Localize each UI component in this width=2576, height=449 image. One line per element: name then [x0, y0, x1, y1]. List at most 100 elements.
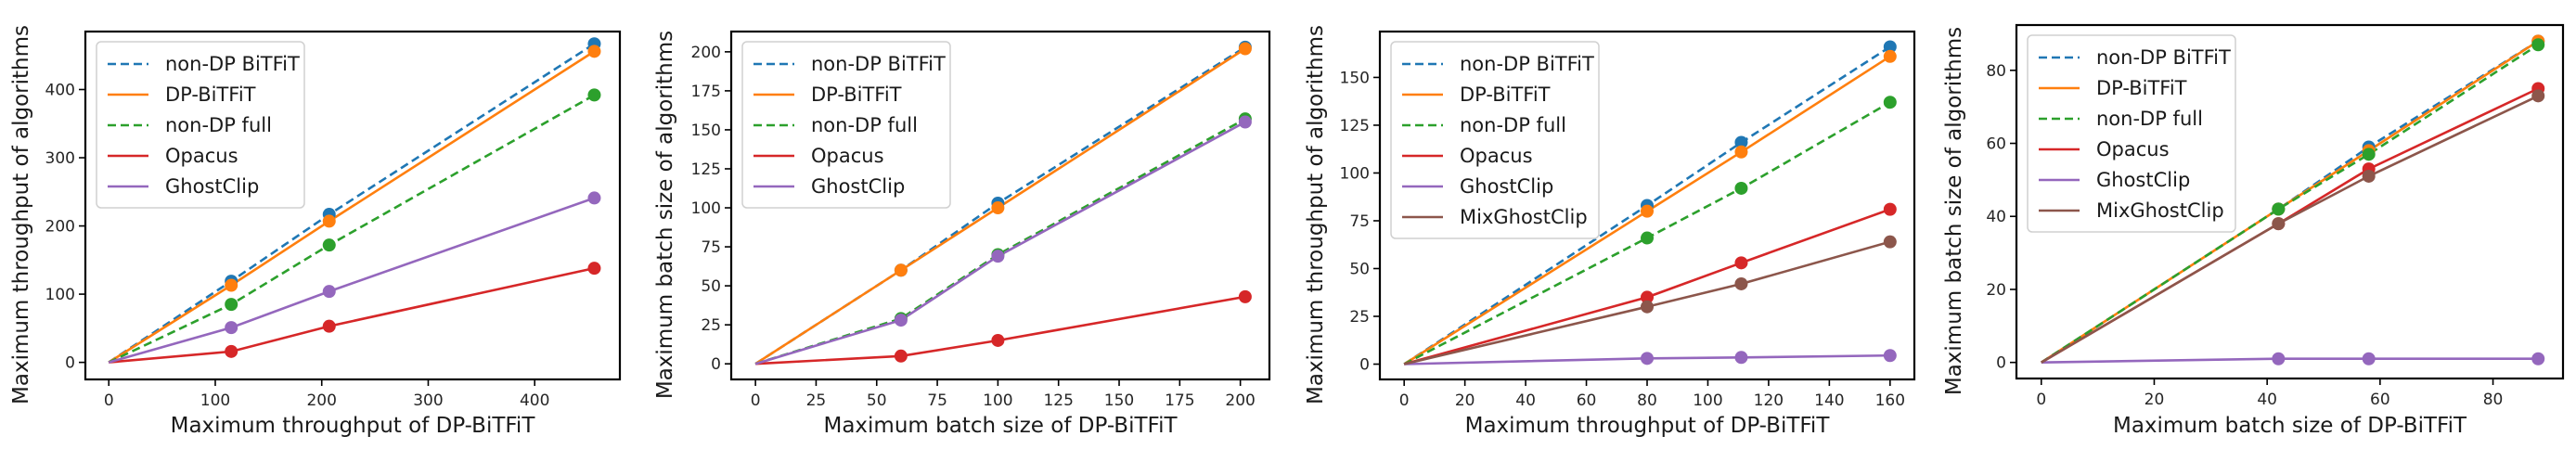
- y-tick-label: 80: [1986, 62, 2006, 81]
- x-tick-label: 200: [1225, 391, 1255, 410]
- data-point-ghostclip: [1641, 352, 1654, 366]
- data-point-dp-bitfit: [894, 263, 908, 277]
- data-point-opacus: [894, 349, 908, 363]
- y-tick-label: 75: [1349, 212, 1370, 231]
- legend-entry-label: GhostClip: [165, 175, 259, 198]
- series-line-dp-bitfit: [108, 50, 596, 364]
- legend-entry-label: DP-BiTFiT: [165, 83, 256, 106]
- data-point-ghostclip: [2531, 352, 2545, 366]
- legend-entry-label: non-DP BiTFiT: [1460, 53, 1594, 75]
- x-tick-label: 160: [1875, 391, 1905, 410]
- legend-entry-label: DP-BiTFiT: [1460, 83, 1551, 106]
- series-line-non-dp-full: [754, 118, 1246, 366]
- legend-entry-label: Opacus: [2096, 138, 2170, 160]
- x-tick-label: 75: [927, 391, 947, 410]
- y-tick-label: 50: [701, 277, 721, 296]
- data-point-mixghostclip: [2272, 217, 2286, 231]
- legend-entry-label: MixGhostClip: [2096, 199, 2224, 222]
- y-tick-label: 50: [1349, 260, 1370, 278]
- data-point-dp-bitfit: [1641, 204, 1654, 218]
- data-point-opacus: [1734, 256, 1748, 270]
- x-tick-label: 100: [1693, 391, 1722, 410]
- x-tick-label: 125: [1043, 391, 1073, 410]
- series-line-ghostclip: [108, 197, 595, 364]
- y-tick-label: 60: [1986, 135, 2006, 154]
- y-tick-label: 20: [1986, 281, 2006, 300]
- data-point-non-dp-full: [587, 88, 601, 102]
- data-point-dp-bitfit: [225, 278, 238, 292]
- data-point-dp-bitfit: [587, 45, 601, 58]
- legend-entry-label: non-DP full: [165, 114, 272, 136]
- series-line-mixghostclip: [2041, 95, 2539, 364]
- data-point-ghostclip: [587, 191, 601, 205]
- x-tick-label: 80: [2483, 391, 2504, 409]
- legend: non-DP BiTFiT DP-BiTFiT non-DP full Opacus G…: [1390, 41, 1600, 239]
- data-point-ghostclip: [1238, 115, 1252, 129]
- subplot-2: 0 25 50 75 100 125 150 175 200 0 25 50 75 100 125 150 17…: [653, 30, 1271, 438]
- legend-entry-label: Opacus: [811, 145, 884, 167]
- data-point-opacus: [322, 319, 336, 333]
- series-line-opacus: [755, 295, 1246, 366]
- data-point-dp-bitfit: [1238, 42, 1252, 56]
- data-point-opacus: [587, 262, 601, 276]
- x-tick-label: 140: [1814, 391, 1844, 410]
- legend-box: [741, 41, 951, 209]
- x-tick-label: 50: [867, 391, 887, 410]
- x-tick-label: 300: [413, 391, 443, 410]
- y-axis-label: Maximum batch size of algorithms: [1942, 27, 1966, 395]
- y-tick-label: 25: [701, 316, 721, 335]
- data-point-dp-bitfit: [1883, 49, 1897, 63]
- series-line-opacus: [109, 266, 595, 364]
- y-tick-label: 0: [1359, 356, 1370, 375]
- x-tick-label: 0: [2036, 391, 2046, 409]
- x-tick-label: 200: [306, 391, 336, 410]
- x-tick-label: 20: [1455, 391, 1475, 410]
- y-tick-label: 75: [701, 238, 721, 257]
- axes-frame: [84, 30, 622, 381]
- axes-frame: [729, 30, 1271, 381]
- data-point-non-dp-full: [225, 298, 238, 312]
- legend-entry-label: Opacus: [165, 145, 238, 167]
- legend-entry-label: non-DP BiTFiT: [165, 53, 300, 75]
- y-tick-label: 100: [1340, 164, 1370, 183]
- x-tick-label: 0: [751, 391, 761, 410]
- x-axis-label: Maximum throughput of DP-BiTFiT: [1465, 414, 1831, 438]
- series-line-non-dp-bitfit: [108, 43, 596, 364]
- data-point-ghostclip: [1734, 351, 1748, 365]
- series-line-dp-bitfit: [754, 47, 1246, 366]
- y-tick-label: 0: [1996, 354, 2006, 373]
- x-axis-label: Maximum throughput of DP-BiTFiT: [171, 414, 536, 438]
- legend-entry-label: DP-BiTFiT: [811, 83, 902, 106]
- data-point-mixghostclip: [2531, 89, 2545, 103]
- data-point-dp-bitfit: [322, 214, 336, 228]
- data-point-dp-bitfit: [1734, 145, 1748, 159]
- legend-entry-label: non-DP full: [811, 114, 918, 136]
- legend-entry-label: GhostClip: [2096, 169, 2190, 191]
- data-point-ghostclip: [2272, 352, 2286, 366]
- x-tick-label: 100: [983, 391, 1012, 410]
- x-axis-label: Maximum batch size of DP-BiTFiT: [2113, 414, 2467, 438]
- data-point-non-dp-full: [2272, 202, 2286, 216]
- y-tick-label: 100: [691, 199, 721, 218]
- data-point-mixghostclip: [1883, 235, 1897, 249]
- data-point-ghostclip: [2362, 352, 2376, 366]
- x-tick-label: 0: [104, 391, 114, 410]
- legend-entry-label: non-DP BiTFiT: [2096, 46, 2231, 69]
- series-line-ghostclip: [1404, 353, 1890, 366]
- series-line-ghostclip: [754, 121, 1246, 366]
- x-tick-label: 40: [2257, 391, 2277, 409]
- data-point-ghostclip: [894, 314, 908, 327]
- data-point-mixghostclip: [1734, 276, 1748, 290]
- series-line-dp-bitfit: [1403, 55, 1891, 366]
- x-tick-label: 80: [1637, 391, 1657, 410]
- legend: non-DP BiTFiT DP-BiTFiT non-DP full Opacus G…: [2027, 34, 2236, 233]
- data-point-opacus: [1641, 290, 1654, 304]
- data-point-opacus: [991, 333, 1005, 347]
- legend-box: [1390, 41, 1600, 239]
- data-point-non-dp-full: [322, 238, 336, 252]
- data-point-non-dp-full: [1641, 231, 1654, 245]
- x-tick-label: 20: [2145, 391, 2165, 409]
- legend-entry-label: GhostClip: [1460, 175, 1553, 198]
- data-point-opacus: [1883, 202, 1897, 216]
